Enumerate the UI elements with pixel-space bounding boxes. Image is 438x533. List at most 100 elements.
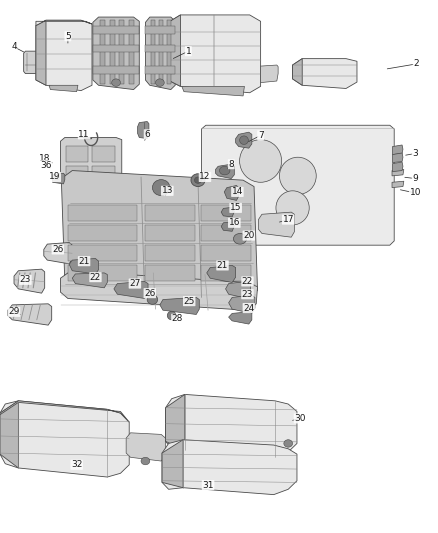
Ellipse shape (147, 295, 158, 304)
Polygon shape (49, 85, 78, 92)
Text: 1: 1 (185, 47, 191, 55)
Polygon shape (145, 245, 195, 261)
Text: 10: 10 (410, 189, 421, 197)
Polygon shape (0, 401, 129, 422)
Polygon shape (167, 20, 171, 84)
Polygon shape (170, 15, 261, 93)
Polygon shape (126, 433, 166, 461)
Polygon shape (72, 273, 107, 288)
Polygon shape (201, 265, 251, 281)
Text: 26: 26 (52, 245, 64, 254)
Text: 4: 4 (11, 43, 17, 51)
Text: 30: 30 (294, 414, 306, 423)
Text: 19: 19 (49, 173, 60, 181)
Polygon shape (36, 20, 46, 85)
Polygon shape (392, 181, 404, 188)
Bar (93, 26, 139, 34)
Polygon shape (392, 145, 403, 155)
Polygon shape (201, 225, 251, 241)
Text: 15: 15 (230, 204, 241, 212)
Bar (145, 66, 175, 74)
Polygon shape (24, 51, 44, 74)
Polygon shape (170, 15, 180, 86)
Polygon shape (69, 259, 99, 274)
Polygon shape (201, 245, 251, 261)
Text: 22: 22 (242, 277, 253, 286)
Text: 21: 21 (78, 257, 90, 265)
Polygon shape (229, 312, 252, 324)
Polygon shape (68, 205, 137, 221)
Text: 2: 2 (413, 60, 419, 68)
Text: 12: 12 (199, 173, 211, 181)
Polygon shape (229, 295, 255, 313)
Polygon shape (182, 86, 244, 96)
Polygon shape (293, 59, 357, 88)
Polygon shape (60, 271, 258, 310)
Text: 11: 11 (78, 130, 90, 139)
Polygon shape (224, 185, 239, 200)
Polygon shape (293, 59, 302, 85)
Polygon shape (160, 297, 199, 314)
Ellipse shape (152, 180, 170, 196)
Text: 26: 26 (144, 289, 155, 297)
Polygon shape (36, 20, 92, 91)
Polygon shape (215, 164, 234, 179)
Polygon shape (68, 225, 137, 241)
Polygon shape (261, 65, 278, 83)
Text: 31: 31 (202, 481, 214, 489)
Polygon shape (68, 245, 137, 261)
Ellipse shape (276, 191, 309, 225)
Polygon shape (392, 162, 403, 172)
Polygon shape (44, 243, 72, 264)
Polygon shape (226, 281, 251, 298)
Polygon shape (162, 440, 183, 488)
Polygon shape (207, 265, 236, 282)
Polygon shape (145, 265, 195, 281)
Text: 24: 24 (243, 304, 254, 312)
Polygon shape (166, 394, 185, 450)
Polygon shape (151, 20, 155, 84)
Polygon shape (114, 281, 148, 298)
Polygon shape (61, 171, 258, 298)
Polygon shape (138, 122, 149, 139)
Ellipse shape (141, 457, 150, 465)
Polygon shape (221, 207, 234, 217)
Bar (93, 66, 139, 74)
Bar (92, 166, 115, 182)
Polygon shape (53, 173, 65, 184)
Text: 17: 17 (283, 215, 294, 224)
Polygon shape (201, 125, 394, 245)
Text: 23: 23 (20, 276, 31, 284)
Polygon shape (8, 304, 52, 325)
Text: 21: 21 (217, 261, 228, 270)
Text: 8: 8 (228, 160, 234, 168)
Polygon shape (145, 225, 195, 241)
Ellipse shape (240, 140, 282, 182)
Bar (66, 166, 88, 182)
Polygon shape (162, 440, 297, 495)
Polygon shape (159, 20, 163, 84)
Polygon shape (0, 401, 129, 477)
Text: 14: 14 (232, 188, 243, 196)
Polygon shape (258, 212, 294, 237)
Polygon shape (0, 401, 18, 468)
Bar (93, 45, 139, 52)
Polygon shape (145, 205, 195, 221)
Bar (92, 146, 115, 162)
Text: 13: 13 (162, 187, 173, 195)
Ellipse shape (233, 233, 247, 244)
Polygon shape (145, 17, 175, 90)
Text: 18: 18 (39, 155, 50, 163)
Ellipse shape (191, 174, 205, 187)
Polygon shape (392, 169, 404, 176)
Polygon shape (129, 20, 134, 84)
Polygon shape (68, 265, 137, 281)
Text: 5: 5 (65, 32, 71, 41)
Polygon shape (236, 132, 252, 148)
Text: 36: 36 (40, 161, 52, 169)
Polygon shape (93, 17, 139, 90)
Bar (66, 146, 88, 162)
Text: 3: 3 (412, 149, 418, 158)
Ellipse shape (240, 136, 248, 144)
Bar (145, 26, 175, 34)
